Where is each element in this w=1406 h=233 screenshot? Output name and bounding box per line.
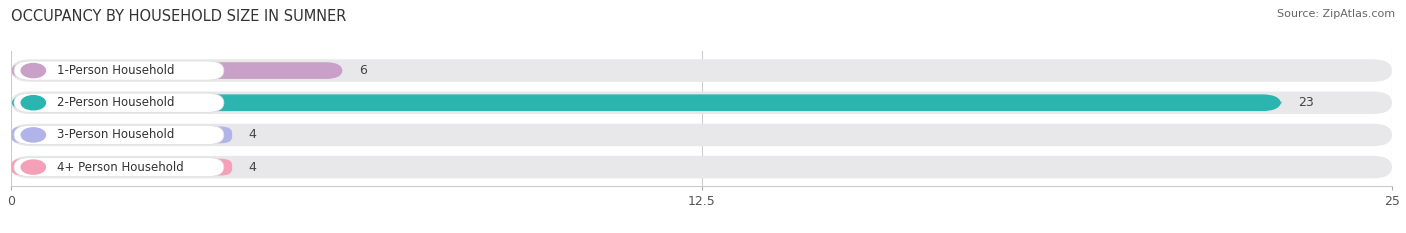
Text: 1-Person Household: 1-Person Household — [58, 64, 174, 77]
FancyBboxPatch shape — [11, 127, 232, 143]
FancyBboxPatch shape — [11, 62, 343, 79]
Circle shape — [21, 96, 45, 110]
Text: 6: 6 — [359, 64, 367, 77]
Text: 2-Person Household: 2-Person Household — [58, 96, 174, 109]
FancyBboxPatch shape — [11, 59, 1392, 82]
FancyBboxPatch shape — [11, 156, 1392, 178]
Text: 4+ Person Household: 4+ Person Household — [58, 161, 184, 174]
Text: 4: 4 — [249, 161, 257, 174]
FancyBboxPatch shape — [14, 93, 224, 112]
FancyBboxPatch shape — [11, 124, 1392, 146]
FancyBboxPatch shape — [14, 158, 224, 177]
FancyBboxPatch shape — [11, 159, 232, 175]
Text: 4: 4 — [249, 128, 257, 141]
FancyBboxPatch shape — [11, 92, 1392, 114]
Text: 23: 23 — [1298, 96, 1313, 109]
Text: 3-Person Household: 3-Person Household — [58, 128, 174, 141]
Circle shape — [21, 63, 45, 78]
Circle shape — [21, 160, 45, 174]
Text: OCCUPANCY BY HOUSEHOLD SIZE IN SUMNER: OCCUPANCY BY HOUSEHOLD SIZE IN SUMNER — [11, 9, 347, 24]
FancyBboxPatch shape — [14, 61, 224, 80]
Circle shape — [21, 128, 45, 142]
FancyBboxPatch shape — [11, 94, 1281, 111]
FancyBboxPatch shape — [14, 125, 224, 144]
Text: Source: ZipAtlas.com: Source: ZipAtlas.com — [1277, 9, 1395, 19]
